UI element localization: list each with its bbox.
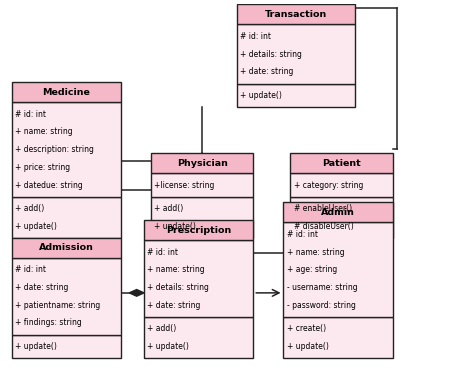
Text: Physician: Physician bbox=[177, 159, 228, 168]
Text: + description: string: + description: string bbox=[15, 145, 94, 154]
Text: - password: string: - password: string bbox=[287, 301, 356, 310]
Text: + age: string: + age: string bbox=[287, 265, 337, 274]
Text: Transaction: Transaction bbox=[265, 10, 328, 19]
Text: + details: string: + details: string bbox=[147, 283, 209, 292]
Text: + create(): + create() bbox=[287, 324, 326, 333]
Text: + category: string: + category: string bbox=[294, 181, 363, 190]
Bar bbox=[291, 197, 392, 238]
Text: + findings: string: + findings: string bbox=[15, 319, 82, 328]
Text: + name: string: + name: string bbox=[15, 127, 73, 136]
Bar bbox=[12, 82, 121, 103]
Bar bbox=[12, 197, 121, 238]
Text: + update(): + update() bbox=[287, 342, 328, 351]
Text: # id: int: # id: int bbox=[147, 248, 178, 256]
Bar bbox=[144, 220, 253, 240]
Text: Patient: Patient bbox=[322, 159, 361, 168]
Bar bbox=[144, 240, 253, 317]
Text: - username: string: - username: string bbox=[287, 283, 357, 292]
Text: + add(): + add() bbox=[15, 204, 44, 213]
Text: Admission: Admission bbox=[39, 243, 94, 252]
Bar bbox=[237, 25, 356, 84]
Text: + add(): + add() bbox=[147, 324, 177, 333]
Text: + add(): + add() bbox=[155, 204, 183, 213]
Text: # id: int: # id: int bbox=[15, 110, 46, 119]
Text: # id: int: # id: int bbox=[240, 32, 271, 41]
Text: # id: int: # id: int bbox=[15, 265, 46, 274]
Bar bbox=[12, 258, 121, 335]
Text: + datedue: string: + datedue: string bbox=[15, 181, 82, 190]
Bar bbox=[144, 317, 253, 359]
Text: + name: string: + name: string bbox=[147, 265, 205, 274]
Text: + date: string: + date: string bbox=[240, 67, 293, 76]
Text: +license: string: +license: string bbox=[155, 181, 215, 190]
Polygon shape bbox=[129, 290, 144, 296]
Bar bbox=[12, 335, 121, 359]
Text: + update(): + update() bbox=[15, 222, 57, 231]
Text: + patientname: string: + patientname: string bbox=[15, 301, 100, 310]
Text: + update(): + update() bbox=[147, 342, 189, 351]
Text: + price: string: + price: string bbox=[15, 163, 70, 172]
Bar bbox=[237, 4, 356, 25]
Text: # enableUser(): # enableUser() bbox=[294, 204, 352, 213]
Bar bbox=[151, 153, 253, 173]
Text: Medicine: Medicine bbox=[42, 88, 90, 97]
Bar bbox=[291, 153, 392, 173]
Bar bbox=[12, 238, 121, 258]
Text: # disableUser(): # disableUser() bbox=[294, 222, 354, 231]
Text: Prescription: Prescription bbox=[166, 225, 231, 234]
Text: # id: int: # id: int bbox=[287, 230, 318, 239]
Text: + update(): + update() bbox=[15, 342, 57, 351]
Bar bbox=[283, 222, 392, 317]
Bar bbox=[151, 197, 253, 238]
Text: + update(): + update() bbox=[240, 91, 282, 100]
Bar bbox=[237, 84, 356, 107]
Bar bbox=[12, 103, 121, 197]
Bar bbox=[151, 173, 253, 197]
Text: + details: string: + details: string bbox=[240, 49, 302, 58]
Bar bbox=[283, 317, 392, 359]
Text: + date: string: + date: string bbox=[147, 301, 201, 310]
Bar bbox=[291, 173, 392, 197]
Text: + date: string: + date: string bbox=[15, 283, 68, 292]
Text: + update(): + update() bbox=[155, 222, 196, 231]
Text: + name: string: + name: string bbox=[287, 248, 344, 256]
Bar bbox=[283, 202, 392, 222]
Text: Admin: Admin bbox=[321, 208, 355, 217]
